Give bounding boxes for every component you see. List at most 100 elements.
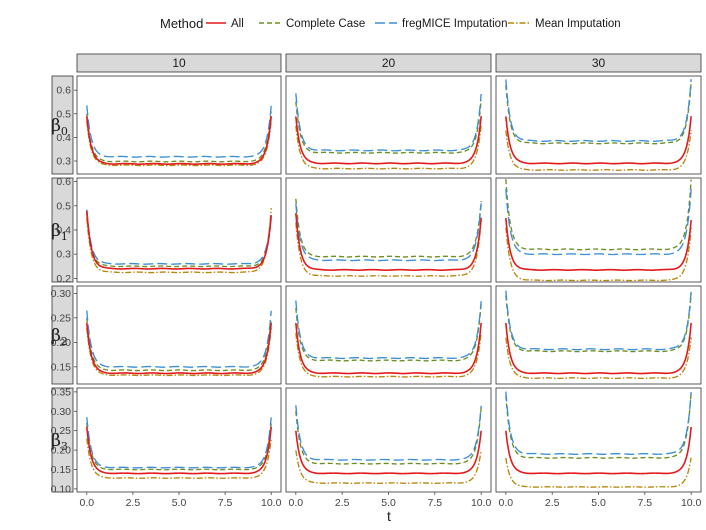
series-line-fregmice-imputation — [86, 209, 272, 265]
series-line-fregmice-imputation — [295, 93, 482, 152]
series-line-mean-imputation — [505, 337, 692, 380]
row-strip — [51, 387, 74, 493]
column-strip-label: 10 — [172, 56, 186, 70]
y-tick-label: 0.3 — [56, 156, 71, 168]
row-strip — [51, 75, 74, 175]
y-tick-label: 0.20 — [51, 337, 72, 349]
series-line-fregmice-imputation — [505, 290, 692, 351]
x-tick-label: 0.0 — [289, 497, 304, 509]
series-line-mean-imputation — [295, 125, 482, 170]
legend-label-fregmice-imputation: fregMICE Imputation — [402, 18, 507, 30]
row-strip-label: β2 — [51, 326, 68, 348]
series-line-complete-case — [295, 99, 482, 154]
panel-frame — [495, 387, 702, 493]
x-tick-label: 0.0 — [79, 497, 94, 509]
legend-label-mean-imputation: Mean Imputation — [535, 18, 621, 30]
x-tick-label: 5.0 — [172, 497, 187, 509]
panel-frame — [495, 177, 702, 283]
series-line-all — [85, 322, 273, 375]
series-line-complete-case — [295, 198, 482, 258]
panel-frame — [76, 75, 282, 175]
y-tick-label: 0.30 — [51, 288, 72, 300]
series-line-complete-case — [86, 422, 272, 471]
panel-frame — [76, 177, 282, 283]
y-tick-label: 0.20 — [51, 445, 72, 457]
series-line-complete-case — [86, 111, 272, 163]
x-tick-label: 2.5 — [126, 497, 141, 509]
y-tick-label: 0.35 — [51, 386, 72, 398]
row-strip-label: β3 — [51, 431, 68, 453]
row-strip-label: β0 — [51, 116, 68, 138]
y-tick-label: 0.30 — [51, 406, 72, 418]
y-tick-label: 0.15 — [51, 361, 72, 373]
series-line-complete-case — [505, 179, 692, 251]
series-line-mean-imputation — [86, 208, 272, 274]
series-line-mean-imputation — [295, 220, 482, 277]
panel-frame — [495, 75, 702, 175]
y-tick-label: 0.5 — [56, 108, 71, 120]
series-line-mean-imputation — [86, 438, 272, 479]
panel-frame — [285, 75, 492, 175]
y-tick-label: 0.2 — [56, 273, 71, 285]
y-tick-label: 0.5 — [56, 200, 71, 212]
column-strip-label: 30 — [592, 56, 606, 70]
series-line-fregmice-imputation — [295, 203, 482, 262]
series-line-fregmice-imputation — [295, 300, 482, 360]
series-line-mean-imputation — [505, 130, 692, 171]
series-line-all — [505, 322, 692, 375]
x-tick-label: 10.0 — [681, 497, 702, 509]
series-line-fregmice-imputation — [86, 310, 272, 368]
series-line-all — [295, 430, 482, 475]
x-tick-label: 10.0 — [261, 497, 282, 509]
y-tick-label: 0.25 — [51, 312, 72, 324]
series-line-fregmice-imputation — [86, 105, 272, 158]
y-tick-label: 0.3 — [56, 249, 71, 261]
y-tick-label: 0.15 — [51, 464, 72, 476]
y-tick-label: 0.25 — [51, 425, 72, 437]
series-line-all — [85, 426, 273, 475]
series-line-mean-imputation — [86, 327, 272, 377]
x-tick-label: 7.5 — [428, 497, 443, 509]
y-tick-label: 0.6 — [56, 85, 71, 97]
series-line-fregmice-imputation — [295, 405, 482, 461]
x-tick-label: 7.5 — [218, 497, 233, 509]
x-tick-label: 0.0 — [499, 497, 514, 509]
row-strip-label: β1 — [51, 221, 68, 243]
column-strip-label: 20 — [382, 56, 396, 70]
series-line-complete-case — [505, 293, 692, 353]
series-line-complete-case — [86, 317, 272, 372]
series-line-complete-case — [86, 213, 272, 268]
series-line-all — [505, 217, 692, 271]
column-strip — [285, 53, 492, 73]
panel-frame — [285, 285, 492, 385]
x-tick-label: 10.0 — [471, 497, 492, 509]
y-tick-label: 0.4 — [56, 225, 71, 237]
panel-frame — [76, 285, 282, 385]
series-line-complete-case — [505, 82, 692, 145]
series-line-fregmice-imputation — [505, 189, 692, 256]
column-strip — [76, 53, 282, 73]
panel-frame — [285, 387, 492, 493]
legend: Method All Complete Case fregMICE Imputati… — [160, 16, 621, 31]
facet-grid: 10 20 30β00.30.40.50.6β10.20.30.40.50.6β20… — [51, 53, 702, 509]
x-axis-title: t — [387, 508, 391, 524]
series-line-complete-case — [505, 392, 692, 459]
y-tick-label: 0.6 — [56, 176, 71, 188]
x-tick-label: 7.5 — [638, 497, 653, 509]
legend-title: Method — [160, 16, 203, 31]
x-tick-label: 5.0 — [591, 497, 606, 509]
x-tick-label: 5.0 — [381, 497, 396, 509]
series-line-fregmice-imputation — [505, 79, 692, 143]
series-line-all — [295, 212, 482, 271]
panel-frame — [495, 285, 702, 385]
x-tick-label: 2.5 — [545, 497, 560, 509]
series-line-fregmice-imputation — [86, 417, 272, 469]
panel-frame — [285, 177, 492, 283]
series-line-complete-case — [295, 303, 482, 362]
series-line-all — [295, 116, 482, 165]
series-line-mean-imputation — [295, 332, 482, 378]
series-line-mean-imputation — [505, 227, 692, 282]
x-tick-label: 2.5 — [335, 497, 350, 509]
legend-label-all: All — [231, 18, 244, 30]
legend-label-complete-case: Complete Case — [286, 18, 365, 30]
